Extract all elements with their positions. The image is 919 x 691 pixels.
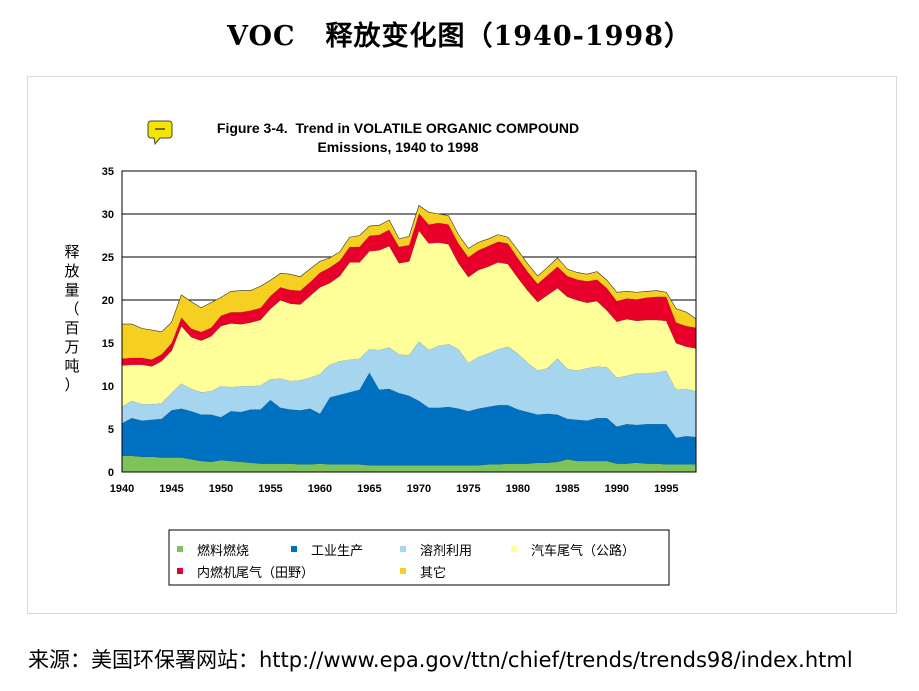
x-tick-label: 1995 [654,483,678,495]
plot-frame [121,170,697,473]
legend-label: 燃料燃烧 [197,543,249,558]
x-tick-labels: 1940 1945 1950 1955 1960 1965 1970 1975 1980 1985… [110,483,679,495]
y-tick-label: 25 [102,252,114,264]
legend-label: 其它 [420,565,446,580]
x-tick-label: 1975 [456,483,480,495]
area-series [121,204,697,473]
chart-title-line1: Figure 3-4. Trend in VOLATILE ORGANIC CO… [217,120,579,136]
legend-label: 工业生产 [311,543,363,558]
legend-label: 汽车尾气（公路） [531,543,635,558]
x-tick-label: 1980 [506,483,530,495]
chart-title-line2: Emissions, 1940 to 1998 [317,139,478,155]
chart-panel: Figure 3-4. Trend in VOLATILE ORGANIC CO… [27,76,897,614]
y-tick-label: 35 [102,166,114,178]
x-tick-label: 1945 [159,483,183,495]
y-tick-label: 5 [108,424,114,436]
x-tick-label: 1965 [357,483,381,495]
x-tick-label: 1955 [258,483,282,495]
source-note: 来源：美国环保署网站：http://www.epa.gov/ttn/chief/… [28,648,853,672]
legend: 燃料燃烧 工业生产 溶剂利用 汽车尾气（公路） 内燃机尾气（田野） 其它 [177,543,635,580]
y-tick-label: 30 [102,209,114,221]
y-tick-label: 20 [102,295,114,307]
legend-swatch [177,568,183,574]
x-tick-label: 1950 [209,483,233,495]
legend-swatch [400,546,406,552]
x-tick-label: 1960 [308,483,332,495]
voc-chart: Figure 3-4. Trend in VOLATILE ORGANIC CO… [64,120,697,586]
y-tick-label: 0 [108,467,114,479]
slide-title-main: 释放变化图（1940-1998） [325,21,692,52]
x-tick-label: 1985 [555,483,579,495]
y-axis-label: 释放量（百万吨） [64,244,79,394]
legend-box [168,529,670,586]
x-tick-label: 1940 [110,483,134,495]
legend-label: 溶剂利用 [420,543,472,558]
x-tick-label: 1990 [605,483,629,495]
legend-swatch [177,546,183,552]
slide-title-prefix: VOC [227,21,296,52]
y-tick-labels: 0 5 10 15 20 25 30 35 [102,166,114,479]
legend-swatch [511,546,517,552]
y-tick-label: 15 [102,338,114,350]
area-edge [122,204,697,333]
note-icon [147,120,173,146]
legend-swatch [291,546,297,552]
y-tick-label: 10 [102,381,114,393]
x-tick-label: 1970 [407,483,431,495]
legend-swatch [400,568,406,574]
legend-label: 内燃机尾气（田野） [197,565,314,580]
slide-title: VOC 释放变化图（1940-1998） [0,14,919,53]
